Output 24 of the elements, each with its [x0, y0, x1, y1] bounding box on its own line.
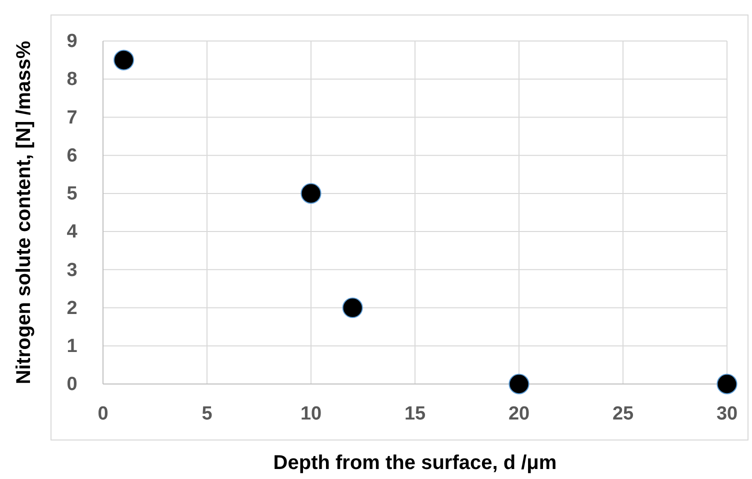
point	[508, 374, 530, 394]
point	[716, 374, 738, 394]
y-tick-label: 6	[66, 145, 78, 166]
x-tick-label: 5	[202, 403, 213, 424]
x-axis-title: Depth from the surface, d /μm	[273, 452, 557, 474]
y-tick-label: 0	[66, 374, 78, 396]
y-tick-label: 5	[66, 184, 78, 205]
point	[114, 50, 134, 70]
y-axis-title: Nitrogen solute content, [N] /mass%	[13, 40, 35, 384]
x-tick-label: 0	[98, 403, 108, 424]
x-tick-label: 25	[612, 403, 634, 424]
y-tick-label: 2	[66, 298, 78, 319]
y-tick-label: 8	[66, 69, 78, 90]
y-tick-label: 4	[66, 222, 78, 243]
x-tick-label: 10	[300, 403, 322, 424]
x-tick-label: 20	[508, 403, 530, 424]
x-tick-label: 15	[404, 403, 426, 424]
point	[300, 183, 322, 204]
y-tick-label: 3	[66, 260, 78, 281]
y-tick-label: 1	[66, 336, 78, 357]
point	[342, 298, 363, 318]
y-tick-label: 9	[66, 31, 78, 52]
x-tick-label: 30	[716, 403, 738, 424]
y-tick-label: 7	[66, 107, 78, 128]
